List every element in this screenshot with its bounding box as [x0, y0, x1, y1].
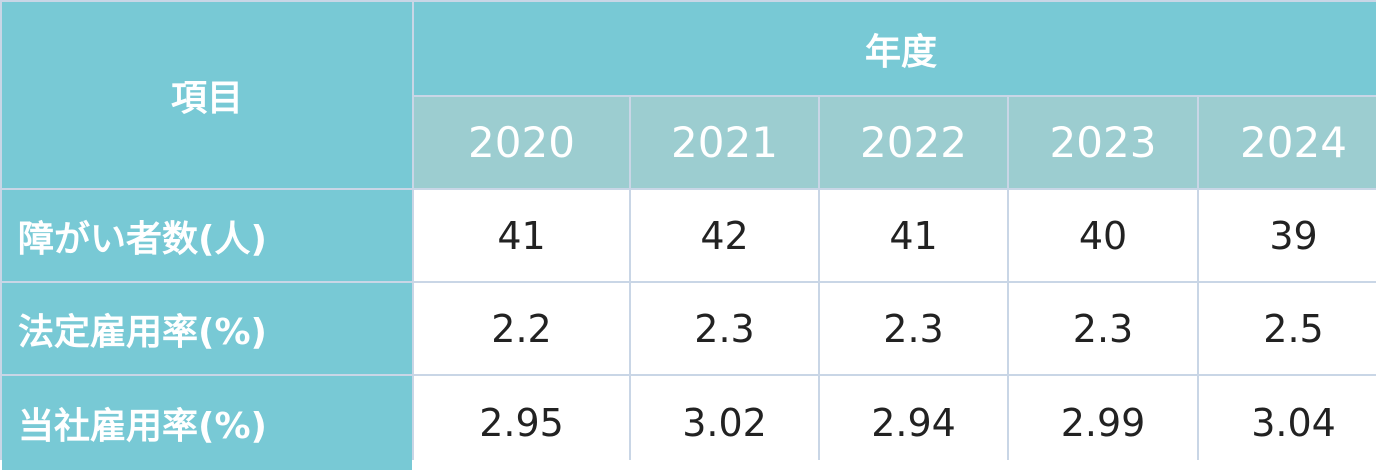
table-cell: 2.2	[414, 283, 629, 374]
table-cell: 2.3	[820, 283, 1007, 374]
row-label-company-rate: 当社雇用率(%)	[2, 376, 412, 470]
table-cell: 2.3	[1009, 283, 1197, 374]
table-cell: 2.95	[414, 376, 629, 470]
year-header: 年度	[414, 2, 1376, 95]
table-cell: 40	[1009, 190, 1197, 281]
table-cell: 3.02	[631, 376, 818, 470]
year-header-cell: 2024	[1199, 97, 1376, 188]
item-header: 項目	[2, 2, 412, 188]
table-cell: 2.99	[1009, 376, 1197, 470]
row-label-disabled-employees: 障がい者数(人)	[2, 190, 412, 281]
year-header-cell: 2022	[820, 97, 1007, 188]
year-header-cell: 2023	[1009, 97, 1197, 188]
table-cell: 2.5	[1199, 283, 1376, 374]
table-cell: 41	[414, 190, 629, 281]
table-cell: 41	[820, 190, 1007, 281]
year-header-cell: 2021	[631, 97, 818, 188]
table-cell: 2.3	[631, 283, 818, 374]
row-label-legal-rate: 法定雇用率(%)	[2, 283, 412, 374]
table-cell: 3.04	[1199, 376, 1376, 470]
table-cell: 42	[631, 190, 818, 281]
table-cell: 39	[1199, 190, 1376, 281]
table-cell: 2.94	[820, 376, 1007, 470]
year-header-cell: 2020	[414, 97, 629, 188]
